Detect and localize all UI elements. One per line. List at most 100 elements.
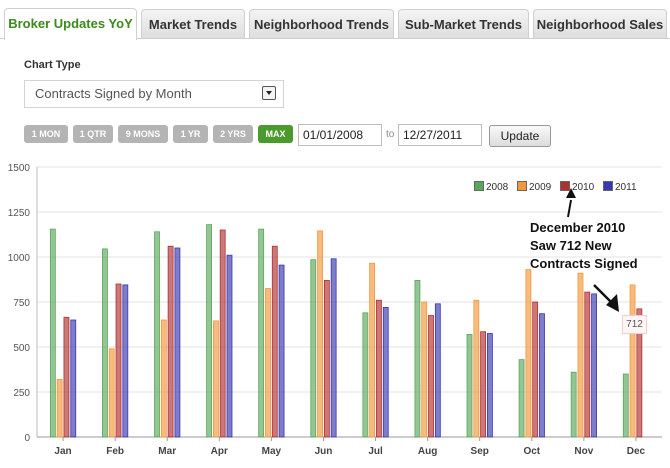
legend-item-2009: 2009 xyxy=(517,181,551,193)
bar-2010-Sep xyxy=(480,331,487,438)
start-date-input[interactable]: 01/01/2008 xyxy=(298,124,382,146)
tooltip-value: 712 xyxy=(622,315,647,334)
bar-2010-Oct xyxy=(532,301,539,438)
bar-2009-Nov xyxy=(577,272,584,438)
bar-2009-Aug xyxy=(421,301,428,438)
x-tick-label: Apr xyxy=(211,446,228,457)
bar-2009-May xyxy=(265,288,271,438)
y-tick-label: 1000 xyxy=(8,253,31,264)
x-tick-label: Oct xyxy=(523,446,540,457)
annotation-line: Saw 712 New xyxy=(530,238,612,253)
bar-2008-Aug xyxy=(414,280,421,438)
bar-2008-Jan xyxy=(49,228,56,438)
legend-item-2011: 2011 xyxy=(603,181,637,193)
bar-2009-Oct xyxy=(525,269,532,438)
bar-2008-Nov xyxy=(570,371,577,438)
annotation-arrowhead-up xyxy=(566,188,576,198)
end-date-input[interactable]: 12/27/2011 xyxy=(398,124,482,146)
tab-neighborhood-trends[interactable]: Neighborhood Trends xyxy=(249,9,394,39)
bar-2008-Sep xyxy=(466,333,473,438)
tab-market-trends[interactable]: Market Trends xyxy=(141,9,245,39)
x-tick-label: Aug xyxy=(418,446,437,457)
y-tick-label: 1500 xyxy=(8,163,31,174)
bar-2011-May xyxy=(278,264,285,438)
bar-2011-Jan xyxy=(70,319,77,438)
tab-sub-market-trends[interactable]: Sub-Market Trends xyxy=(398,9,529,39)
bar-2008-Jun xyxy=(310,259,317,438)
y-tick-label: 1250 xyxy=(8,208,31,219)
bar-2008-Apr xyxy=(206,224,212,438)
x-tick-label: May xyxy=(262,446,282,457)
bar-2009-Jan xyxy=(56,378,63,438)
bar-2011-Mar xyxy=(174,247,181,438)
contracts-chart: 0 250 500 750 1000 1250 1500 Jan Feb Mar Apr May Jun… xyxy=(8,163,662,457)
bar-2010-Nov xyxy=(584,291,591,438)
annotation-arrow-down xyxy=(593,284,612,303)
bar-2011-Jul xyxy=(382,306,389,438)
bar-2008-Jul xyxy=(362,312,369,438)
legend-swatch xyxy=(560,181,570,191)
y-tick-label: 500 xyxy=(13,343,30,354)
range-9-mons-button[interactable]: 9 MONS xyxy=(118,125,168,143)
bar-2011-Sep xyxy=(487,333,493,438)
bar-2011-Aug xyxy=(434,303,441,438)
annotation-line: Contracts Signed xyxy=(530,256,638,271)
bar-2009-Apr xyxy=(212,320,219,438)
bar-2008-May xyxy=(258,228,265,438)
bar-2008-Feb xyxy=(102,248,108,438)
chart-type-select[interactable]: Contracts Signed by Month xyxy=(24,80,284,108)
x-tick-label: Nov xyxy=(574,446,593,457)
annotation-arrowhead-down xyxy=(606,294,619,312)
x-tick-label: Mar xyxy=(158,446,176,457)
bar-2011-Nov xyxy=(591,293,597,438)
chart-type-value: Contracts Signed by Month xyxy=(35,86,192,101)
tab-bar: Broker Updates YoY Market Trends Neighbo… xyxy=(0,0,670,40)
legend-swatch xyxy=(474,181,484,191)
bar-2009-Dec xyxy=(629,284,636,438)
tab-broker-updates-yoy[interactable]: Broker Updates YoY xyxy=(4,8,137,40)
bar-2010-May xyxy=(271,245,278,438)
x-tick-label: Jul xyxy=(368,446,383,457)
bar-2009-Feb xyxy=(108,348,115,438)
bar-2010-Jul xyxy=(376,299,382,438)
bar-2010-Aug xyxy=(428,315,434,438)
bar-2010-Feb xyxy=(115,283,122,438)
legend-item-2008: 2008 xyxy=(474,181,508,193)
x-tick-label: Jun xyxy=(315,446,333,457)
bar-2009-Jun xyxy=(317,230,323,438)
x-tick-label: Jan xyxy=(54,446,71,457)
bar-2010-Jan xyxy=(63,316,70,438)
bar-2011-Oct xyxy=(539,313,545,438)
x-tick-label: Dec xyxy=(627,446,646,457)
bar-2008-Mar xyxy=(154,231,160,438)
y-tick-label: 0 xyxy=(24,433,30,444)
bar-2009-Jul xyxy=(369,262,376,438)
bar-2010-Dec xyxy=(636,308,643,438)
to-label: to xyxy=(386,129,395,140)
x-tick-label: Feb xyxy=(106,446,124,457)
bar-2008-Oct xyxy=(518,359,525,438)
bar-2008-Dec xyxy=(622,373,629,438)
bar-2009-Mar xyxy=(160,319,167,438)
chevron-down-icon[interactable] xyxy=(262,86,276,100)
bar-2010-Jun xyxy=(323,280,330,438)
range-max-button[interactable]: MAX xyxy=(258,125,293,143)
annotation-line: December 2010 xyxy=(530,220,626,235)
bar-2009-Sep xyxy=(473,299,480,438)
chart-type-label: Chart Type xyxy=(24,59,81,71)
legend-item-2010: 2010 xyxy=(560,181,594,193)
legend-swatch xyxy=(517,181,527,191)
bar-2010-Apr xyxy=(219,229,226,438)
annotation-text: December 2010 Saw 712 New Contracts Sign… xyxy=(530,219,655,273)
y-tick-label: 250 xyxy=(13,388,30,399)
y-tick-label: 750 xyxy=(13,298,30,309)
range-2-yrs-button[interactable]: 2 YRS xyxy=(213,125,253,143)
x-tick-label: Sep xyxy=(471,446,489,457)
legend-swatch xyxy=(603,181,613,191)
bar-2011-Jun xyxy=(330,258,337,438)
update-button[interactable]: Update xyxy=(489,125,551,147)
range-1-mon-button[interactable]: 1 MON xyxy=(24,125,68,143)
range-1-yr-button[interactable]: 1 YR xyxy=(173,125,208,143)
tab-neighborhood-sales[interactable]: Neighborhood Sales xyxy=(533,9,667,39)
range-1-qtr-button[interactable]: 1 QTR xyxy=(73,125,113,143)
